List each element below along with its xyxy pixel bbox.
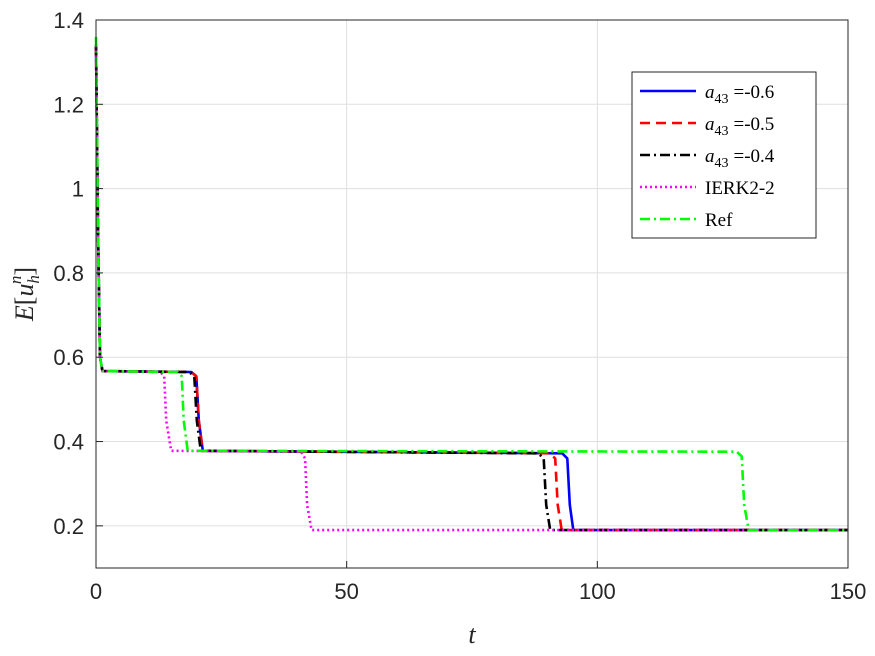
y-tick-label-6: 1.4 bbox=[53, 8, 84, 33]
y-tick-label-5: 1.2 bbox=[53, 92, 84, 117]
axes bbox=[95, 19, 849, 569]
y-axis-label-sup: n bbox=[6, 276, 25, 285]
y-tick-label-1: 0.4 bbox=[53, 430, 84, 455]
y-tick-label-4: 1 bbox=[72, 177, 84, 202]
axes-box bbox=[95, 19, 849, 569]
x-tick-label-2: 100 bbox=[579, 579, 616, 604]
y-tick-label-3: 0.8 bbox=[53, 261, 84, 286]
legend: a43 =-0.6 a43 =-0.5 a43 =-0.4 IERK2-2 Ref bbox=[631, 71, 817, 239]
x-tick-label-3: 150 bbox=[830, 579, 867, 604]
legend-label-4: Ref bbox=[705, 210, 733, 231]
series-line-2 bbox=[94, 45, 848, 532]
y-axis-label-var: u bbox=[10, 284, 39, 297]
y-axis-label-bracket-open: [ bbox=[10, 297, 39, 306]
legend-label-3: IERK2-2 bbox=[705, 178, 775, 199]
x-tick-label-0: 0 bbox=[90, 579, 102, 604]
y-axis-label-sub: h bbox=[24, 275, 43, 284]
x-axis-label: t bbox=[468, 620, 476, 649]
tick-labels: 0 50 100 150 0.2 0.4 0.6 0.8 1 1.2 1.4 bbox=[53, 8, 866, 604]
y-tick-label-0: 0.2 bbox=[53, 514, 84, 539]
legend-label-2: a43 =-0.4 bbox=[705, 146, 775, 171]
x-tick-label-1: 50 bbox=[334, 579, 358, 604]
y-tick-label-2: 0.6 bbox=[53, 345, 84, 370]
legend-label-0: a43 =-0.6 bbox=[705, 82, 774, 107]
y-axis-label-bracket-close: ] bbox=[10, 267, 39, 276]
y-axis-label: E[uhn] bbox=[6, 267, 43, 322]
legend-label-1: a43 =-0.5 bbox=[705, 114, 774, 139]
y-axis-label-fn: E bbox=[10, 305, 39, 322]
